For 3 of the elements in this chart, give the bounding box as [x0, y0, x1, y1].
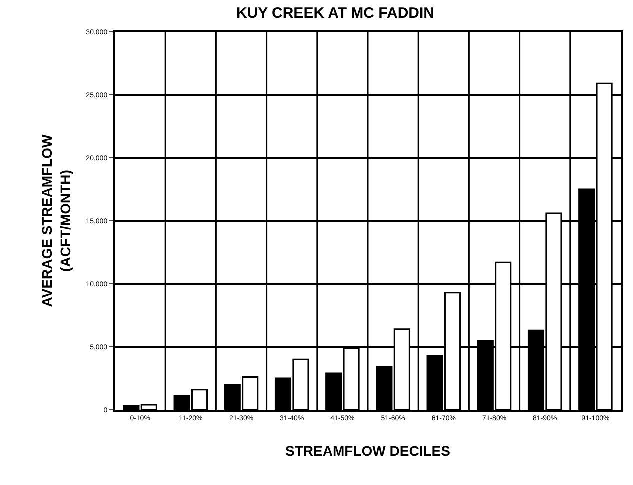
- chart-title: KUY CREEK AT MC FADDIN: [236, 4, 435, 22]
- y-axis-title: AVERAGE STREAMFLOW (ACFT/MONTH): [39, 134, 74, 308]
- x-axis-title: STREAMFLOW DECILES: [286, 443, 450, 460]
